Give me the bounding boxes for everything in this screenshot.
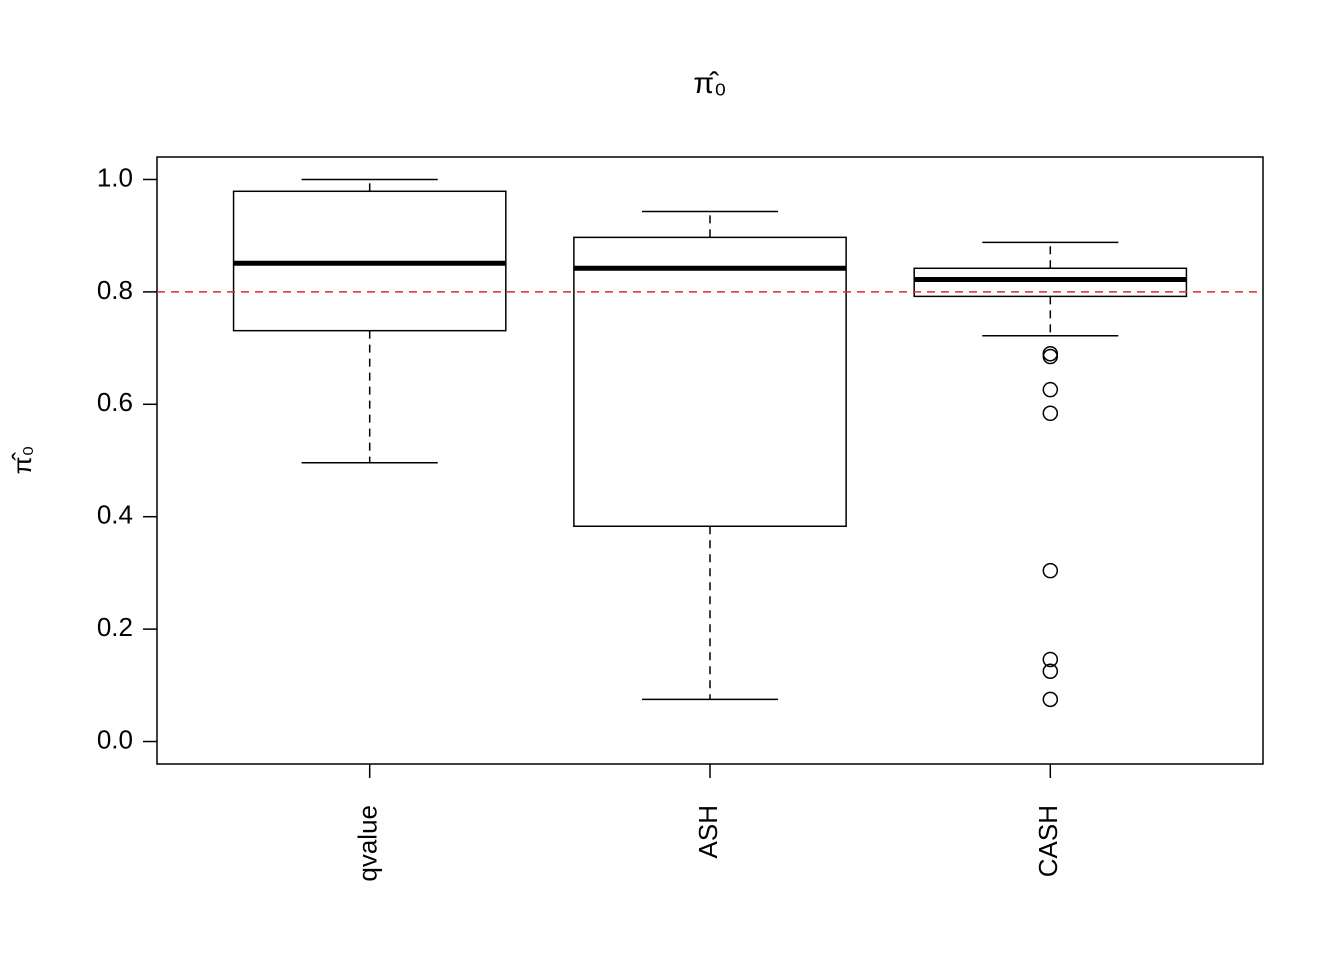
outlier (1042, 691, 1059, 708)
x-tick-label: qvalue (353, 805, 383, 882)
x-tick-label: ASH (693, 805, 723, 858)
y-tick-label: 0.4 (97, 500, 133, 530)
y-tick-label: 0.8 (97, 275, 133, 305)
outlier (1042, 405, 1059, 422)
y-tick-label: 0.6 (97, 387, 133, 417)
y-tick-label: 1.0 (97, 162, 133, 192)
y-tick-label: 0.0 (97, 724, 133, 754)
outlier (1042, 381, 1059, 398)
box (573, 236, 847, 528)
x-tick-label: CASH (1033, 805, 1063, 877)
outlier (1042, 348, 1059, 365)
chart-title: π̂₀ (693, 67, 726, 100)
y-axis-label: π̂₀ (7, 446, 37, 475)
outlier (1042, 651, 1059, 668)
outlier (1042, 562, 1059, 579)
outlier (1042, 663, 1059, 680)
y-tick-label: 0.2 (97, 612, 133, 642)
